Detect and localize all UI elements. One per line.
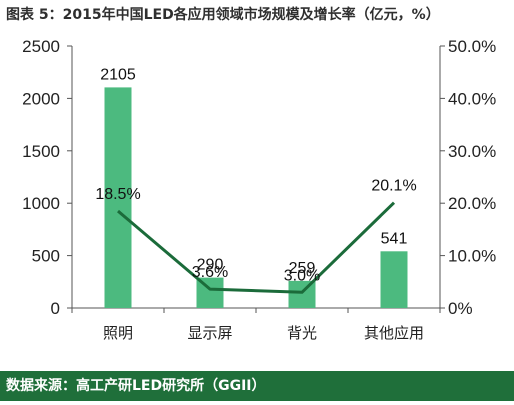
y-right-tick-label: 40.0% (448, 89, 496, 108)
y-left-tick-label: 500 (32, 247, 60, 266)
y-right-tick-label: 50.0% (448, 37, 496, 56)
source-footer: 数据来源：高工产研LED研究所（GGII） (0, 371, 514, 401)
bar-value-label: 541 (381, 230, 408, 247)
growth-value-label: 3.0% (284, 267, 320, 284)
y-right-tick-label: 20.0% (448, 194, 496, 213)
y-left-tick-label: 0 (51, 299, 60, 318)
data-labels: 2105 290 259 541 18.5% 3.6% 3.0% 20.1% (95, 66, 416, 284)
x-category-label: 显示屏 (187, 324, 232, 342)
y-left-tick-label: 1500 (22, 142, 60, 161)
y-left-tick-label: 1000 (22, 194, 60, 213)
growth-line (117, 201, 396, 294)
x-category-label: 照明 (103, 324, 133, 342)
y-right-tick-label: 0% (448, 299, 473, 318)
bar-value-label: 2105 (100, 66, 136, 83)
axes: 0 500 1000 1500 2000 2500 0% 10.0% 20.0% 30.0% 40.… (22, 37, 496, 342)
y-right-tick-label: 10.0% (448, 247, 496, 266)
growth-value-label: 3.6% (192, 264, 228, 281)
bar-value-label: 290 (197, 257, 224, 274)
y-right-tick-label: 30.0% (448, 142, 496, 161)
bars (104, 87, 408, 309)
chart-title: 图表 5：2015年中国LED各应用领域市场规模及增长率（亿元，%） (6, 7, 440, 23)
x-category-label: 背光 (287, 324, 317, 342)
y-left-tick-label: 2000 (22, 89, 60, 108)
growth-value-label: 18.5% (95, 186, 140, 203)
chart-canvas: 0 500 1000 1500 2000 2500 0% 10.0% 20.0% 30.0% 40.… (22, 37, 496, 342)
bar (104, 87, 132, 309)
bar (380, 251, 408, 308)
y-left-tick-label: 2500 (22, 37, 60, 56)
bar-value-label: 259 (289, 260, 316, 277)
growth-line-path (117, 201, 396, 294)
x-category-label: 其他应用 (364, 324, 424, 342)
growth-value-label: 20.1% (371, 178, 416, 195)
